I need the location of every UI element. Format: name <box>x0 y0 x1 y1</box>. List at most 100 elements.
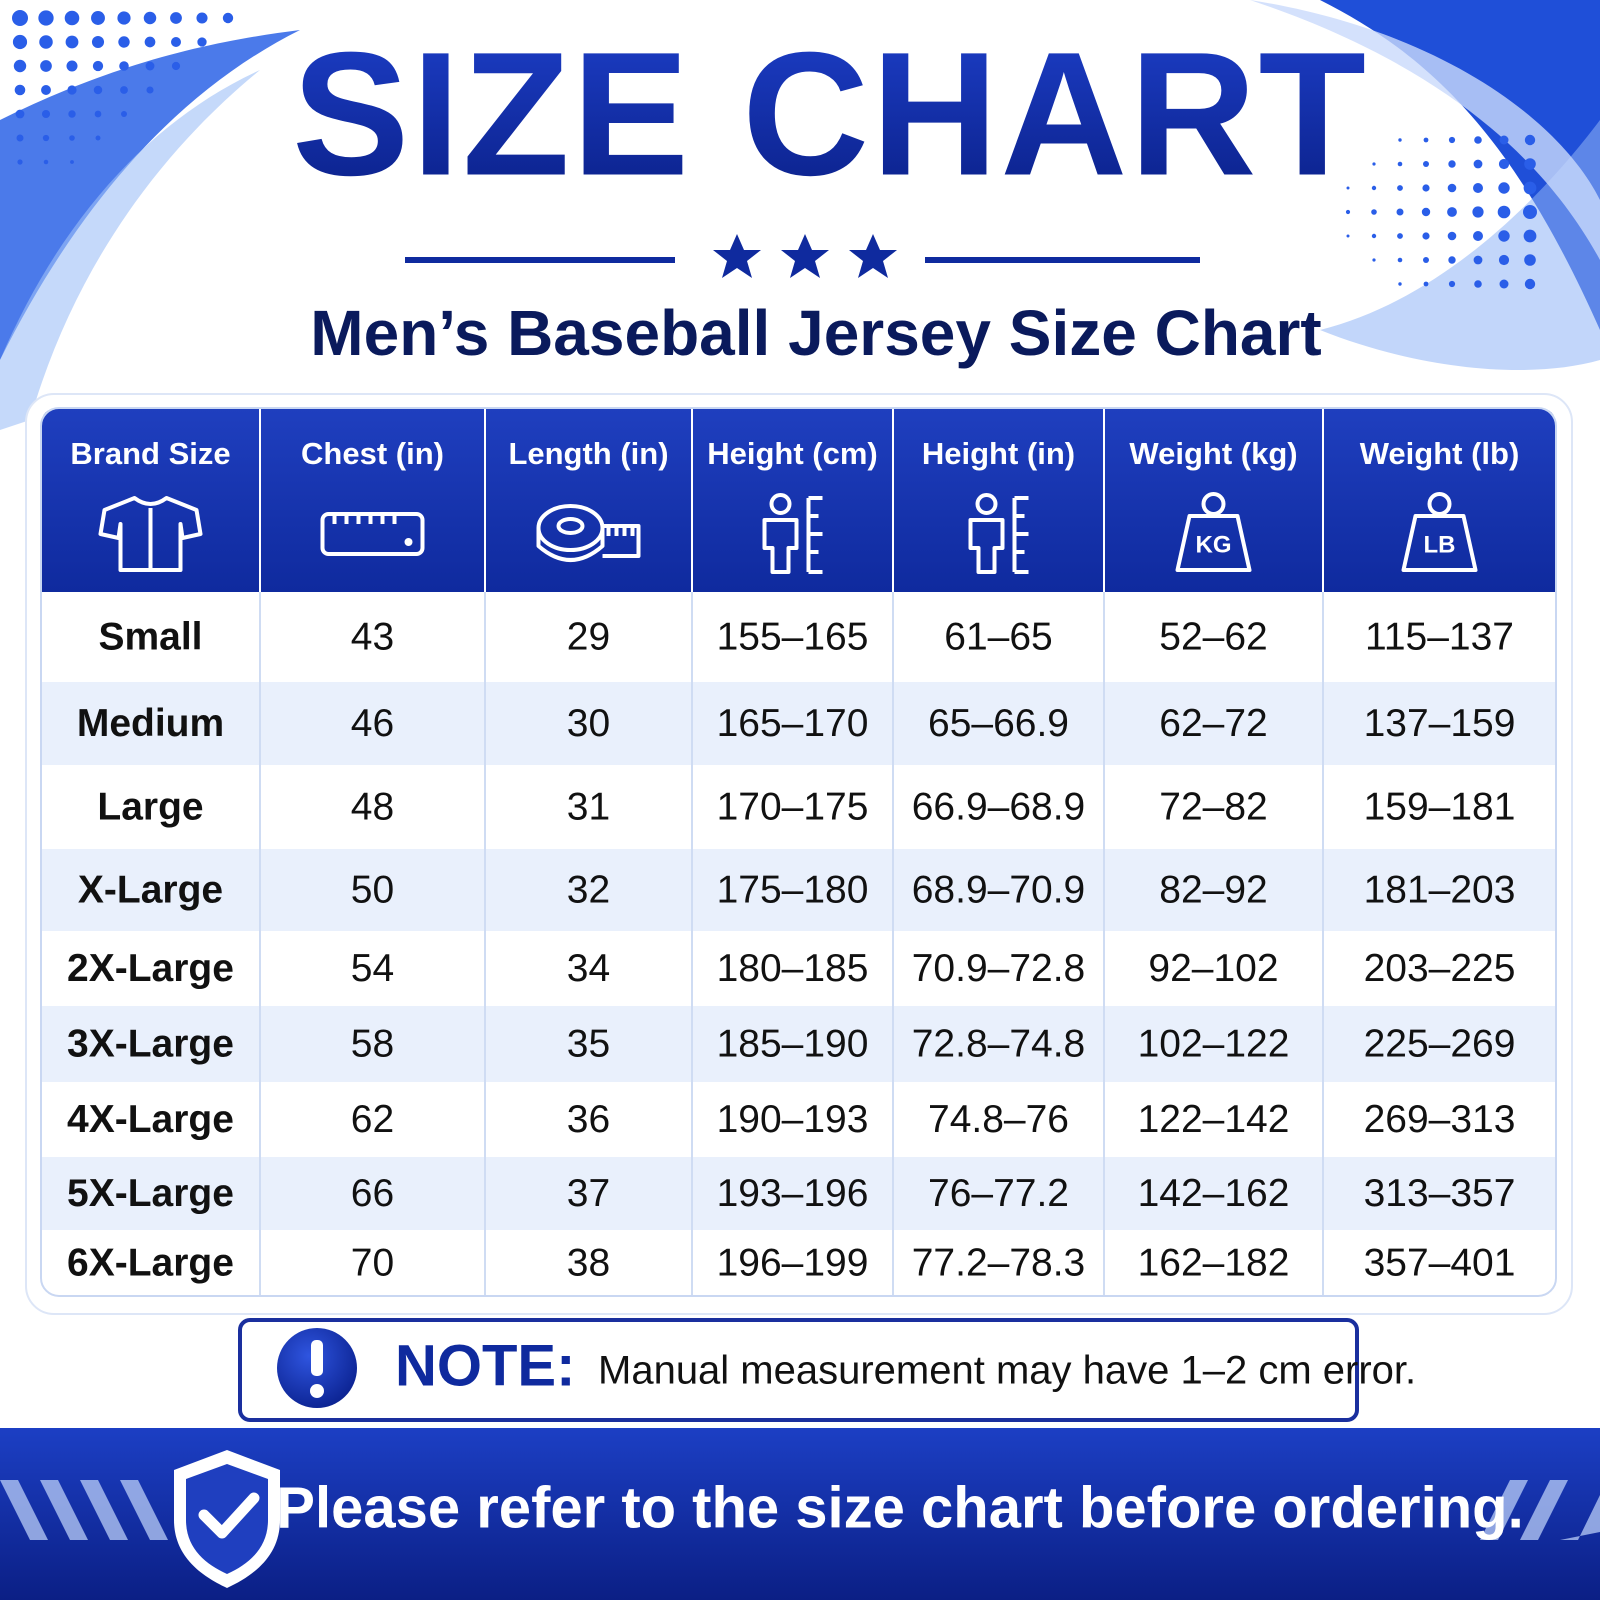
size-value: 115–137 <box>1365 615 1514 658</box>
size-value: 68.9–70.9 <box>912 868 1086 911</box>
dot <box>1421 207 1431 217</box>
size-value: 190–193 <box>717 1098 869 1141</box>
size-value: 70 <box>351 1241 394 1284</box>
size-value: 77.2–78.3 <box>912 1241 1086 1284</box>
dot <box>66 60 78 72</box>
size-value: 62 <box>351 1098 394 1141</box>
size-value: 34 <box>567 947 610 990</box>
dot <box>171 61 181 71</box>
size-value: 50 <box>351 868 394 911</box>
dot <box>1371 233 1377 239</box>
size-value: 92–102 <box>1148 947 1278 990</box>
size-value: 43 <box>351 615 394 658</box>
dot <box>1498 254 1510 266</box>
icon-shape <box>536 528 605 562</box>
icon-shape <box>1401 514 1478 572</box>
dot <box>144 36 156 48</box>
size-value: 72.8–74.8 <box>912 1022 1086 1065</box>
dot <box>91 11 105 25</box>
subtitle: Men’s Baseball Jersey Size Chart <box>310 297 1321 369</box>
size-value: 37 <box>567 1172 610 1215</box>
dot <box>1447 231 1457 241</box>
icon-shape <box>98 496 203 572</box>
dot <box>14 84 26 96</box>
dot <box>1397 257 1403 263</box>
size-value: 62–72 <box>1159 702 1267 745</box>
dot <box>40 60 52 72</box>
dot <box>42 134 50 142</box>
dot <box>43 159 49 165</box>
size-value: 185–190 <box>717 1022 869 1065</box>
dot <box>1345 209 1351 215</box>
size-value: 54 <box>351 947 394 990</box>
dot <box>1423 137 1429 143</box>
dot <box>1473 159 1483 169</box>
dot <box>1524 158 1536 170</box>
dot <box>1473 231 1483 241</box>
dot <box>92 60 104 72</box>
size-value: 180–185 <box>717 947 869 990</box>
title-ornament <box>405 234 1200 278</box>
dot <box>143 11 157 25</box>
size-name: 3X-Large <box>67 1022 234 1065</box>
size-value: 76–77.2 <box>928 1172 1069 1215</box>
size-name: 5X-Large <box>67 1172 234 1215</box>
dot <box>1371 209 1377 215</box>
icon-shape <box>1175 514 1252 572</box>
icon-shape <box>404 538 413 546</box>
column-header: Height (cm) <box>707 436 878 471</box>
dot <box>1474 280 1482 288</box>
icon-label: KG <box>1196 531 1232 558</box>
footer-text: Please refer to the size chart before or… <box>276 1475 1523 1540</box>
size-value: 32 <box>567 868 610 911</box>
dot <box>1498 158 1510 170</box>
dot <box>1371 185 1377 191</box>
size-value: 142–162 <box>1138 1172 1290 1215</box>
dot <box>91 35 105 49</box>
dot <box>1423 281 1429 287</box>
size-value: 196–199 <box>717 1241 869 1284</box>
size-table: Brand Size Chest (in) Length (in) Height (c… <box>40 407 1557 1297</box>
dot <box>146 86 154 94</box>
title: SIZE CHART <box>292 16 1368 212</box>
table-header-bg <box>41 408 1556 592</box>
size-value: 175–180 <box>717 868 869 911</box>
size-value: 52–62 <box>1159 615 1267 658</box>
dot <box>171 37 181 47</box>
dot <box>1423 257 1429 263</box>
size-name: 4X-Large <box>67 1098 234 1141</box>
size-value: 82–92 <box>1159 868 1267 911</box>
size-value: 61–65 <box>944 615 1052 658</box>
dot <box>69 135 75 141</box>
size-value: 66.9–68.9 <box>912 785 1086 828</box>
size-value: 170–175 <box>717 785 869 828</box>
column-header: Length (in) <box>508 436 668 471</box>
dot <box>41 85 51 95</box>
size-value: 159–181 <box>1364 785 1516 828</box>
column-icon <box>536 504 641 562</box>
dot <box>1448 160 1456 168</box>
table-row-bg <box>41 1230 1556 1296</box>
dot <box>1498 182 1510 194</box>
dot <box>15 109 25 119</box>
dot <box>39 35 53 49</box>
icon-label: LB <box>1424 531 1456 558</box>
size-value: 31 <box>567 785 610 828</box>
table-row-bg <box>41 682 1556 765</box>
dot <box>1524 134 1536 146</box>
size-value: 313–357 <box>1364 1172 1516 1215</box>
dot <box>13 59 27 73</box>
dot <box>12 10 28 26</box>
column-header: Chest (in) <box>301 436 444 471</box>
size-value: 58 <box>351 1022 394 1065</box>
size-value: 155–165 <box>717 615 869 658</box>
column-icon <box>98 496 203 572</box>
table-row-bg <box>41 1006 1556 1082</box>
note-label: NOTE: <box>395 1333 575 1398</box>
size-value: 102–122 <box>1138 1022 1290 1065</box>
column-header: Weight (lb) <box>1360 436 1520 471</box>
dot <box>1423 161 1429 167</box>
column-header: Brand Size <box>70 436 230 471</box>
size-value: 66 <box>351 1172 394 1215</box>
